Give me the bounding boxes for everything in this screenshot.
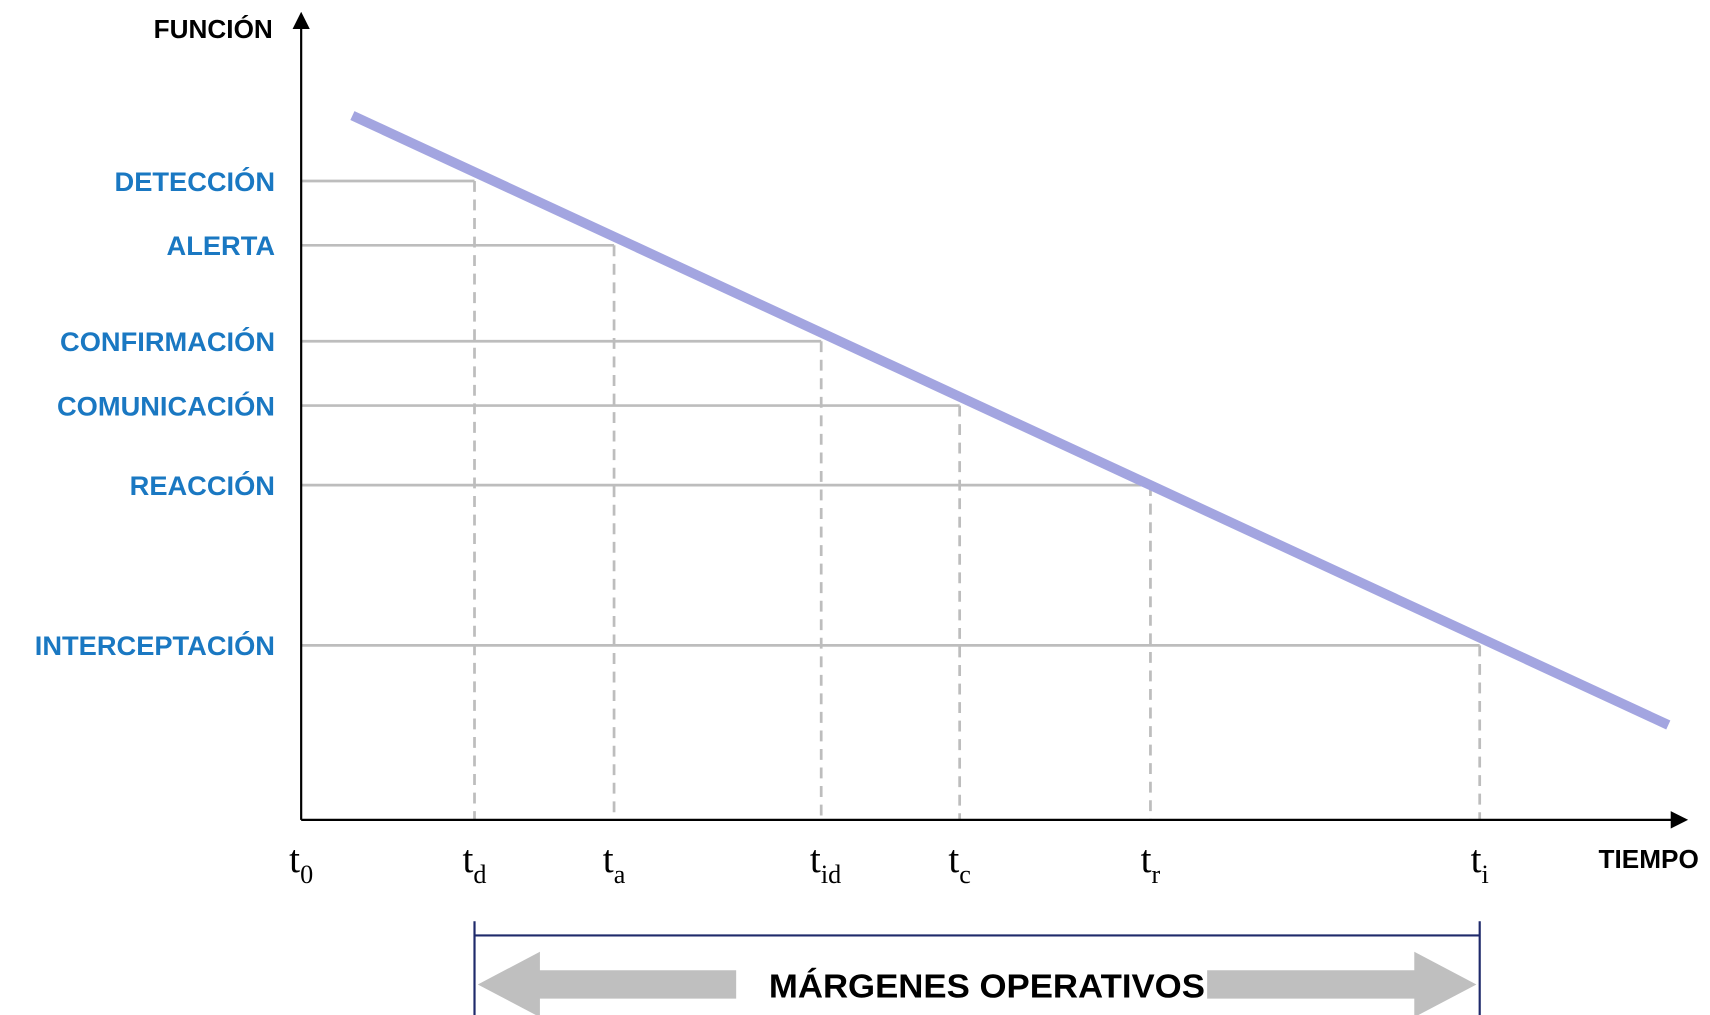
level-label: CONFIRMACIÓN <box>60 326 275 357</box>
margin-bracket <box>473 921 1481 1015</box>
time-subscript: c <box>959 860 971 889</box>
time-label: tid <box>810 838 841 889</box>
time-label: ti <box>1471 838 1489 889</box>
margin-label: MÁRGENES OPERATIVOS <box>769 968 1205 1006</box>
time-subscript: i <box>1482 860 1489 889</box>
time-subscript: id <box>821 860 841 889</box>
level-label: ALERTA <box>167 230 275 261</box>
time-base: t <box>463 838 474 881</box>
time-label: t0 <box>289 838 313 889</box>
time-subscript: a <box>614 860 626 889</box>
time-base: t <box>948 838 959 881</box>
level-label: COMUNICACIÓN <box>57 390 275 421</box>
time-label: tr <box>1141 838 1161 889</box>
level-label: REACCIÓN <box>130 470 275 501</box>
time-base: t <box>1471 838 1482 881</box>
level-label: DETECCIÓN <box>115 166 275 197</box>
time-subscript: r <box>1152 860 1161 889</box>
time-base: t <box>810 838 821 881</box>
time-base: t <box>603 838 614 881</box>
x-axis-label: TIEMPO <box>1599 844 1699 874</box>
level-label: INTERCEPTACIÓN <box>35 630 275 661</box>
time-label: td <box>463 838 487 889</box>
function-line <box>350 111 1671 730</box>
time-label: tc <box>948 838 971 889</box>
y-axis-label: FUNCIÓN <box>154 14 273 44</box>
time-subscript: 0 <box>300 860 313 889</box>
time-label: ta <box>603 838 626 889</box>
time-base: t <box>1141 838 1152 881</box>
time-base: t <box>289 838 300 881</box>
time-subscript: d <box>473 860 486 889</box>
